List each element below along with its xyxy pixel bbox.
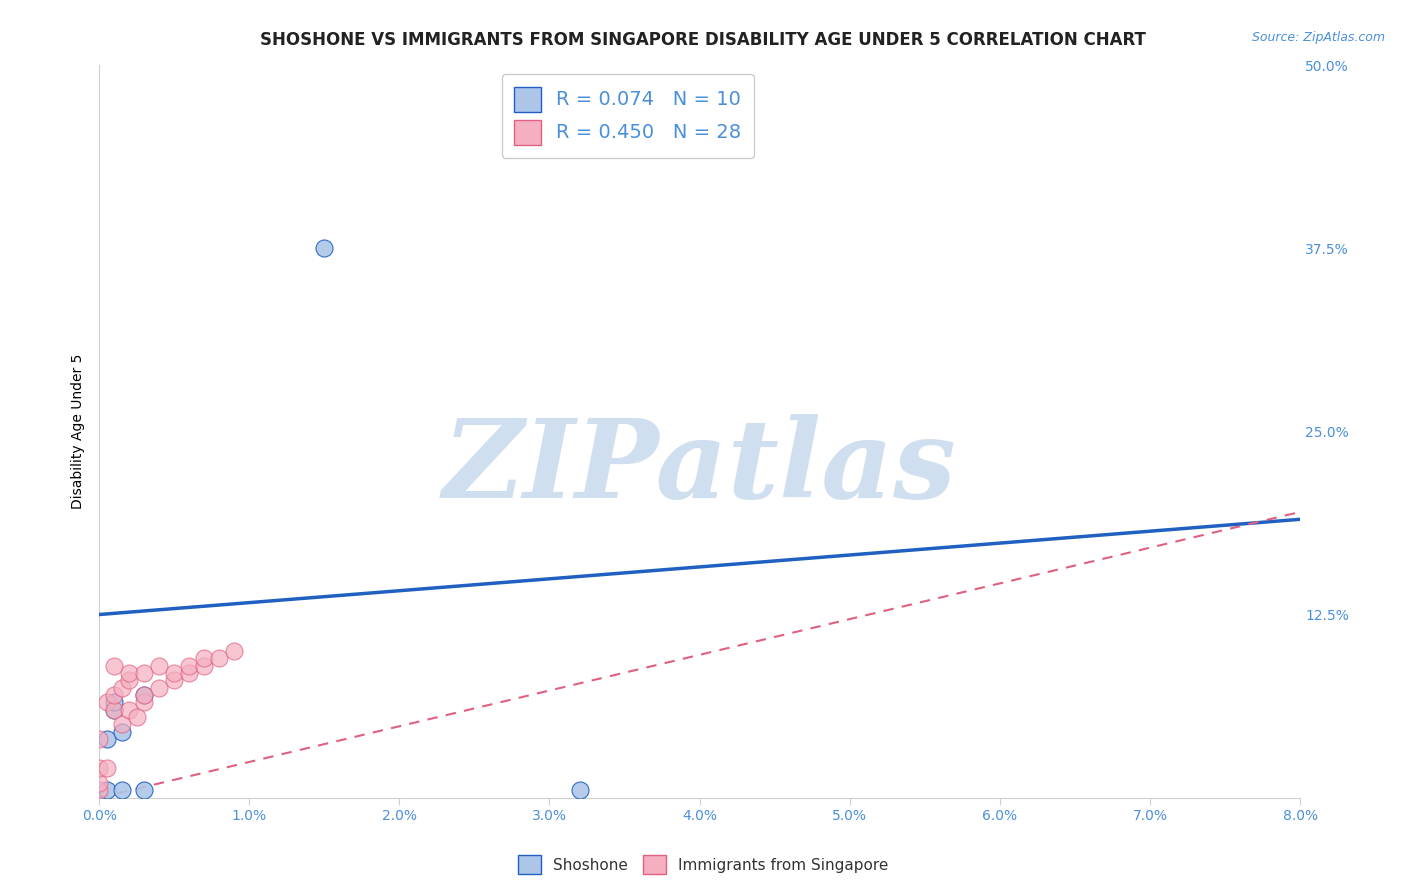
Point <box>134 688 156 702</box>
Point <box>148 681 170 695</box>
Text: SHOSHONE VS IMMIGRANTS FROM SINGAPORE DISABILITY AGE UNDER 5 CORRELATION CHART: SHOSHONE VS IMMIGRANTS FROM SINGAPORE DI… <box>260 31 1146 49</box>
Point <box>208 651 231 665</box>
Point <box>134 695 156 709</box>
Point <box>111 717 134 731</box>
Point <box>103 658 125 673</box>
Point <box>111 783 134 797</box>
Point <box>103 695 125 709</box>
Point <box>89 783 111 797</box>
Point <box>134 688 156 702</box>
Point <box>134 783 156 797</box>
Point <box>193 658 215 673</box>
Point <box>179 658 201 673</box>
Legend: R = 0.074   N = 10, R = 0.450   N = 28: R = 0.074 N = 10, R = 0.450 N = 28 <box>502 74 754 158</box>
Point <box>179 666 201 681</box>
Point <box>148 658 170 673</box>
Text: Source: ZipAtlas.com: Source: ZipAtlas.com <box>1251 31 1385 45</box>
Point <box>224 644 246 658</box>
Point <box>163 666 186 681</box>
Point <box>103 703 125 717</box>
Point <box>96 761 118 775</box>
Point <box>111 724 134 739</box>
Point <box>96 732 118 747</box>
Point <box>125 710 148 724</box>
Point <box>118 673 141 688</box>
Point <box>118 703 141 717</box>
Point <box>103 688 125 702</box>
Point <box>89 732 111 747</box>
Point <box>163 673 186 688</box>
Point <box>89 776 111 790</box>
Point <box>89 761 111 775</box>
Point <box>118 666 141 681</box>
Text: ZIPatlas: ZIPatlas <box>443 414 956 522</box>
Point <box>96 783 118 797</box>
Point <box>111 681 134 695</box>
Point <box>568 783 591 797</box>
Point <box>314 241 336 255</box>
Point <box>134 666 156 681</box>
Y-axis label: Disability Age Under 5: Disability Age Under 5 <box>72 354 86 509</box>
Legend: Shoshone, Immigrants from Singapore: Shoshone, Immigrants from Singapore <box>512 849 894 880</box>
Point <box>96 695 118 709</box>
Point <box>193 651 215 665</box>
Point <box>103 703 125 717</box>
